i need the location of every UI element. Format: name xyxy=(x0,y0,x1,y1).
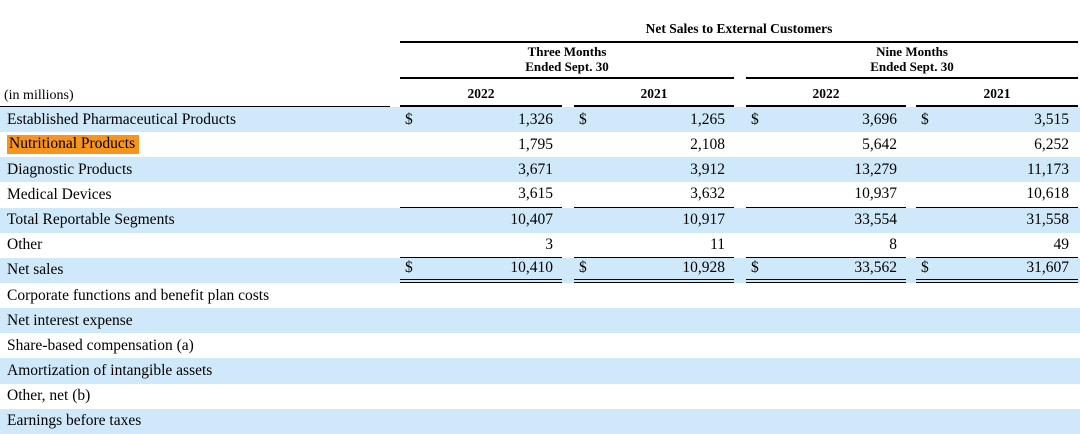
value-cell-9m-2021: 6,252 xyxy=(1034,135,1069,153)
dollar-sign: $ xyxy=(751,110,759,128)
column-group-line2: Ended Sept. 30 xyxy=(870,59,954,74)
year-header-9m-2022: 2022 xyxy=(746,86,906,107)
table-row: Corporate functions and benefit plan cos… xyxy=(0,283,1080,308)
table-row: Earnings before taxes xyxy=(0,408,1080,434)
table-row: Established Pharmaceutical Products $1,3… xyxy=(0,107,1080,133)
value-cell-3m-2021: 3,912 xyxy=(690,160,725,178)
value-cell-9m-2022: 13,279 xyxy=(854,160,897,178)
column-group-three-months: Three Months Ended Sept. 30 xyxy=(400,44,734,79)
value-cell-9m-2022: $3,696 xyxy=(751,110,897,128)
value-cell-3m-2022: 10,407 xyxy=(510,211,553,229)
table-row: Other, net (b) xyxy=(0,384,1080,409)
value-cell-9m-2021: $31,607 xyxy=(916,258,1078,283)
value-cell-9m-2022: 5,642 xyxy=(862,135,897,153)
table-row: Nutritional Products 1,795 2,108 5,642 6… xyxy=(0,132,1080,157)
value-cell-3m-2022: $10,410 xyxy=(400,258,562,283)
year-header-9m-2021: 2021 xyxy=(916,86,1078,107)
value-cell-9m-2022: 10,937 xyxy=(746,182,906,208)
table-row: Share-based compensation (a) xyxy=(0,333,1080,358)
value-cell-9m-2022: 33,554 xyxy=(854,211,897,229)
value-cell-9m-2021: 10,618 xyxy=(916,182,1078,208)
value-cell-3m-2022: 3,615 xyxy=(400,182,562,208)
column-group-line1: Nine Months xyxy=(876,44,948,59)
table-row: Net sales $10,410 $10,928 $33,562 $31,60… xyxy=(0,257,1080,283)
units-label: (in millions) xyxy=(0,88,390,107)
value-cell-9m-2021: $3,515 xyxy=(921,110,1069,128)
table-row: Other 3 11 8 49 xyxy=(0,233,1080,258)
value-cell-3m-2021: 2,108 xyxy=(690,135,725,153)
row-label: Net sales xyxy=(7,261,64,279)
dollar-sign: $ xyxy=(921,259,929,277)
dollar-sign: $ xyxy=(921,110,929,128)
table-header-year-row: (in millions) 2022 2021 2022 2021 xyxy=(0,79,1080,107)
year-header-3m-2022: 2022 xyxy=(400,86,562,107)
highlighted-row-label: Nutritional Products xyxy=(7,135,140,155)
value-cell-3m-2022: 3,671 xyxy=(518,160,553,178)
value-cell-9m-2021: 49 xyxy=(916,233,1078,258)
row-label: Diagnostic Products xyxy=(7,160,133,178)
table-header-title-row: Net Sales to External Customers xyxy=(0,0,1080,43)
dollar-sign: $ xyxy=(579,110,587,128)
row-label: Other, net (b) xyxy=(7,387,91,405)
value-cell-3m-2022: 3 xyxy=(400,233,562,258)
table-row: Total Reportable Segments 10,407 10,917 … xyxy=(0,207,1080,233)
column-group-line2: Ended Sept. 30 xyxy=(525,59,609,74)
table-row: Amortization of intangible assets xyxy=(0,358,1080,384)
value-cell-3m-2021: $1,265 xyxy=(579,110,725,128)
row-label: Share-based compensation (a) xyxy=(7,336,194,354)
table-row: Net interest expense xyxy=(0,308,1080,334)
table-row: Medical Devices 3,615 3,632 10,937 10,61… xyxy=(0,182,1080,208)
value-cell-3m-2021: $10,928 xyxy=(574,258,734,283)
value-cell-3m-2021: 3,632 xyxy=(574,182,734,208)
column-group-nine-months: Nine Months Ended Sept. 30 xyxy=(746,44,1078,79)
value-cell-3m-2021: 11 xyxy=(574,233,734,258)
column-group-line1: Three Months xyxy=(527,44,607,59)
table-row: Diagnostic Products 3,671 3,912 13,279 1… xyxy=(0,157,1080,183)
row-label: Net interest expense xyxy=(7,311,133,329)
value-cell-3m-2022: 1,795 xyxy=(518,135,553,153)
row-label: Amortization of intangible assets xyxy=(7,361,213,379)
value-cell-9m-2021: 31,558 xyxy=(1026,211,1069,229)
value-cell-9m-2021: 11,173 xyxy=(1026,160,1069,178)
value-cell-9m-2022: $33,562 xyxy=(746,258,906,283)
table-header-group-row: Three Months Ended Sept. 30 Nine Months … xyxy=(0,43,1080,79)
dollar-sign: $ xyxy=(579,259,587,277)
row-label: Corporate functions and benefit plan cos… xyxy=(7,286,270,304)
row-label: Established Pharmaceutical Products xyxy=(7,110,236,128)
row-label: Earnings before taxes xyxy=(7,412,142,430)
year-header-3m-2021: 2021 xyxy=(574,86,734,107)
row-label: Total Reportable Segments xyxy=(7,211,175,229)
value-cell-3m-2021: 10,917 xyxy=(682,211,725,229)
dollar-sign: $ xyxy=(405,259,413,277)
value-cell-3m-2022: $1,326 xyxy=(405,110,553,128)
row-label: Other xyxy=(7,236,43,254)
row-label: Nutritional Products xyxy=(0,132,390,157)
table-title: Net Sales to External Customers xyxy=(400,21,1078,43)
row-label: Medical Devices xyxy=(7,185,112,203)
dollar-sign: $ xyxy=(405,110,413,128)
dollar-sign: $ xyxy=(751,259,759,277)
value-cell-9m-2022: 8 xyxy=(746,233,906,258)
